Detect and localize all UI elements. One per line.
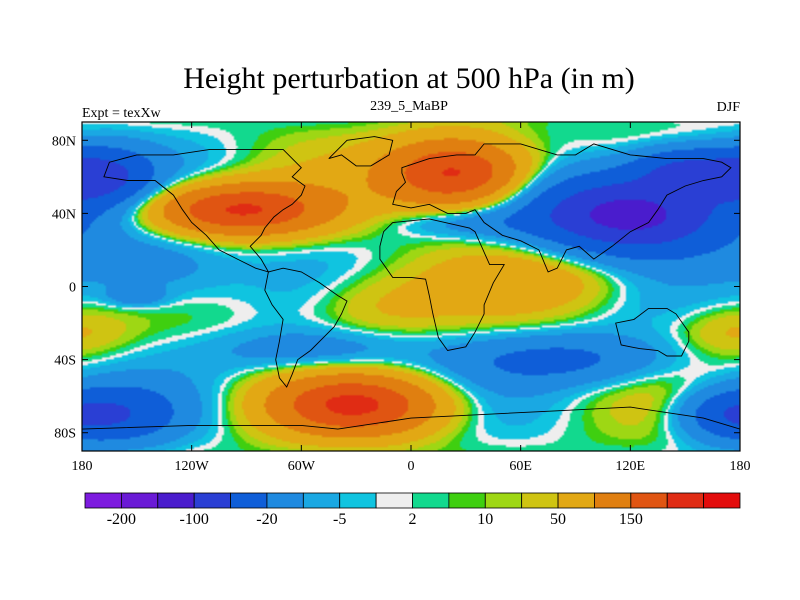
colorbar-label-2: -20 [256, 511, 277, 528]
colorbar-label-3: -5 [333, 511, 346, 528]
left-string: Expt = texXw [82, 106, 162, 121]
coastline-2 [103, 148, 306, 273]
colorbar-box-1 [120, 492, 159, 509]
colorbar-box-2 [157, 492, 195, 509]
x-tick-label-2: 60W [288, 459, 316, 474]
y-tick-label-2: 0 [69, 281, 76, 296]
right-string: DJF [717, 100, 741, 115]
colorbar-label-1: -100 [180, 511, 209, 528]
colorbar-box-14 [594, 492, 632, 509]
colorbar-label-5: 10 [477, 511, 493, 528]
colorbar-label-6: 50 [550, 511, 566, 528]
colorbar-box-5 [266, 492, 304, 509]
coastlines [82, 136, 740, 451]
y-axis: 80N 40N 0 40S 80S [52, 134, 740, 442]
coastline-5 [615, 307, 690, 357]
colorbar-box-8 [375, 492, 413, 509]
coastline-3 [264, 267, 348, 388]
colorbar-box-13 [557, 492, 595, 509]
colorbar-label-7: 150 [619, 511, 643, 528]
colorbar-box-17 [703, 492, 741, 509]
colorbar: -200 -100 -20 -5 2 10 50 150 [84, 492, 741, 528]
colorbar-box-3 [193, 492, 231, 509]
y-tick-label-4: 80S [54, 427, 76, 442]
x-tick-label-4: 60E [509, 459, 532, 474]
colorbar-box-10 [448, 492, 486, 509]
x-axis: 180 120W 60W 0 60E 120E 180 [72, 122, 751, 474]
x-tick-label-3: 0 [408, 459, 415, 474]
center-string: 239_5_MaBP [370, 99, 448, 114]
colorbar-box-0 [84, 492, 122, 509]
colorbar-box-9 [412, 492, 450, 509]
colorbar-box-12 [521, 492, 559, 509]
x-tick-label-0: 180 [72, 459, 93, 474]
colorbar-box-15 [630, 492, 668, 509]
colorbar-box-7 [339, 492, 377, 509]
x-tick-label-6: 180 [730, 459, 751, 474]
coastline-6 [82, 406, 740, 451]
colorbar-box-4 [230, 492, 268, 509]
colorbar-label-0: -200 [107, 511, 136, 528]
y-tick-label-1: 40N [52, 207, 76, 222]
chart-title: Height perturbation at 500 hPa (in m) [183, 62, 635, 95]
y-tick-label-3: 40S [54, 354, 76, 369]
coastline-0 [328, 136, 394, 167]
colorbar-label-4: 2 [409, 511, 417, 528]
colorbar-box-6 [302, 492, 341, 509]
coastline-1 [392, 143, 732, 273]
map-area [82, 122, 740, 451]
y-tick-label-0: 80N [52, 134, 76, 149]
x-tick-label-5: 120E [616, 459, 646, 474]
coastline-4 [379, 218, 505, 351]
colorbar-box-11 [484, 492, 523, 509]
x-tick-label-1: 120W [175, 459, 210, 474]
colorbar-box-16 [666, 492, 705, 509]
field-image [82, 122, 740, 451]
